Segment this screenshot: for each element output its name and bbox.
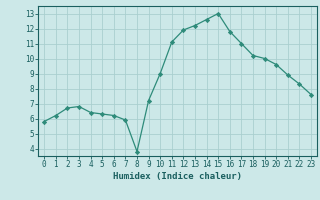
X-axis label: Humidex (Indice chaleur): Humidex (Indice chaleur) xyxy=(113,172,242,181)
